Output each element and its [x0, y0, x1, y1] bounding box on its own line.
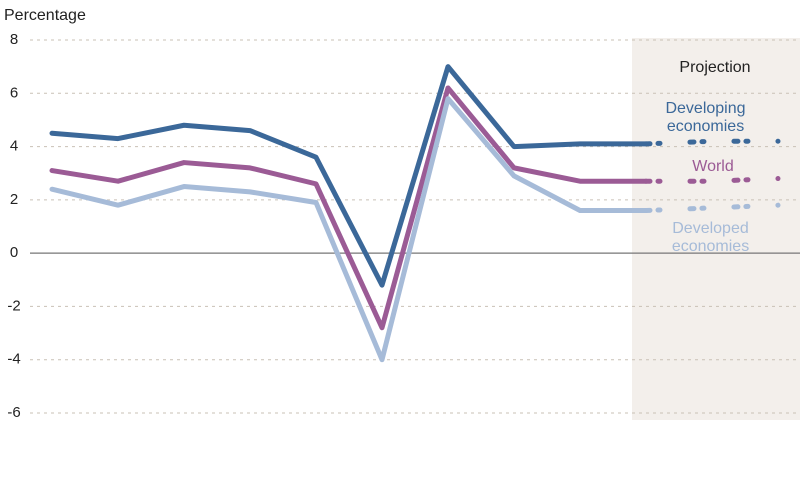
y-tick-label: -2: [7, 297, 20, 314]
y-tick-label: -6: [7, 404, 20, 421]
series-line: [49, 96, 649, 363]
projection-label: Projection: [679, 59, 750, 76]
projection-shade: [632, 38, 800, 420]
series-line: [49, 85, 649, 331]
series-label: Developed economies: [671, 220, 750, 255]
series-label: Developing economies: [665, 100, 746, 135]
y-tick-label: 4: [10, 138, 18, 155]
series-line: [49, 64, 649, 288]
series-label: World: [692, 158, 734, 175]
y-tick-label: -4: [7, 351, 20, 368]
y-axis-label: Percentage: [4, 7, 86, 24]
y-tick-label: 6: [10, 84, 18, 101]
y-tick-label: 0: [10, 244, 18, 261]
y-tick-label: 8: [10, 31, 18, 48]
y-tick-label: 2: [10, 191, 18, 208]
